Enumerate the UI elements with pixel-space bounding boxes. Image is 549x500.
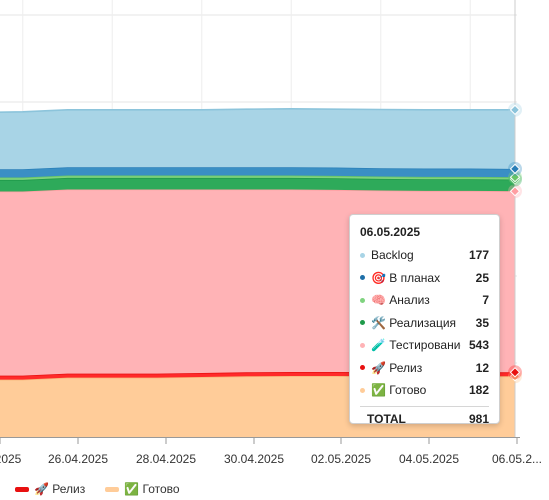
x-tick-label: 04.05.2025: [399, 452, 459, 466]
series-dot-icon: [360, 252, 365, 258]
series-dot-icon: [360, 387, 365, 393]
series-dot-icon: [360, 320, 365, 326]
series-line: [0, 107, 515, 113]
legend-label: 🚀 Релиз: [34, 482, 86, 496]
tooltip-row-value: 12: [475, 360, 489, 375]
tooltip-row-value: 543: [468, 338, 489, 353]
tooltip-row: 🧠 Анализ 7: [360, 289, 489, 312]
legend-symbol-icon: [15, 486, 29, 492]
series-dot-icon: [360, 297, 365, 303]
tooltip-divider: [360, 405, 489, 407]
tooltip-row: Backlog 177: [360, 244, 489, 267]
tooltip-row-label: 🚀 Релиз: [371, 360, 423, 375]
tooltip-row-label: 🧪 Тестирование: [371, 338, 461, 353]
legend-item[interactable]: 🚀 Релиз: [15, 482, 85, 496]
legend-symbol-icon: [105, 486, 120, 492]
x-tick-label: 2025: [0, 452, 22, 466]
tooltip-row: 🛠️ Реализация 35: [360, 312, 489, 335]
tooltip-row-label: Backlog: [371, 248, 414, 263]
tooltip-row: 🧪 Тестирование 543: [360, 334, 489, 357]
series-dot-icon: [360, 365, 365, 371]
tooltip-row-value: 182: [468, 383, 489, 398]
area-series: [0, 108, 515, 170]
tooltip-row-label: 🧠 Анализ: [371, 293, 430, 308]
chart-tooltip: 06.05.2025 Backlog 177 🎯 В планах 25 🧠 Анали…: [349, 214, 500, 426]
hover-marker: [509, 186, 521, 197]
x-tick-label: 28.04.2025: [136, 452, 196, 466]
tooltip-total-label: TOTAL: [367, 411, 406, 426]
hover-marker: [509, 367, 521, 378]
legend-label: ✅ Готово: [124, 482, 180, 496]
tooltip-row: 🚀 Релиз 12: [360, 357, 489, 380]
tooltip-date: 06.05.2025: [360, 225, 421, 239]
series-dot-icon: [360, 275, 365, 281]
x-tick-label: 02.05.2025: [311, 452, 371, 466]
tooltip-row-value: 7: [482, 293, 489, 308]
tooltip-total-row: TOTAL 981: [360, 407, 489, 431]
hover-marker: [509, 163, 521, 175]
area-series: [0, 177, 515, 192]
x-tick-label: 26.04.2025: [48, 452, 108, 466]
tooltip-row-label: 🎯 В планах: [371, 270, 441, 285]
legend-item[interactable]: ✅ Готово: [105, 482, 180, 496]
hover-marker: [509, 104, 521, 116]
x-tick-label: 06.05.2...: [492, 452, 542, 466]
series-dot-icon: [360, 342, 365, 348]
tooltip-total-value: 981: [468, 411, 489, 426]
x-tick-label: 30.04.2025: [224, 452, 284, 466]
tooltip-row-value: 177: [468, 248, 489, 263]
tooltip-row-value: 35: [475, 315, 489, 330]
tooltip-row-label: ✅ Готово: [371, 383, 427, 398]
hover-marker: [509, 171, 521, 183]
chart-legend: 🚀 Релиз ✅ Готово: [15, 482, 200, 496]
tooltip-row-value: 25: [475, 270, 489, 285]
tooltip-row: 🎯 В планах 25: [360, 267, 489, 290]
tooltip-rows: Backlog 177 🎯 В планах 25 🧠 Анализ 7 🛠️ Реализ…: [360, 244, 489, 402]
area-series: [0, 167, 515, 178]
tooltip-row-label: 🛠️ Реализация: [371, 315, 457, 330]
tooltip-row: ✅ Готово 182: [360, 379, 489, 402]
